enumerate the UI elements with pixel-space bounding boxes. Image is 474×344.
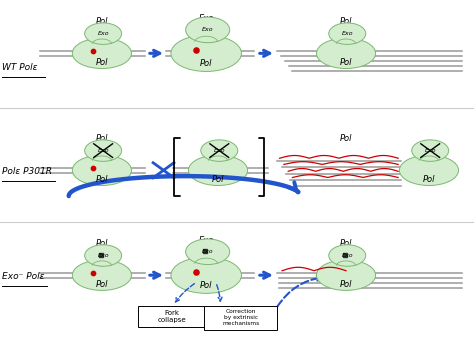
Ellipse shape <box>189 155 247 185</box>
Ellipse shape <box>171 35 241 72</box>
Text: Exo: Exo <box>202 249 213 254</box>
Text: WT Polε: WT Polε <box>2 63 38 72</box>
Text: Pol: Pol <box>96 134 108 143</box>
Text: Correction
by extrinsic
mechanisms: Correction by extrinsic mechanisms <box>222 309 259 326</box>
Text: Pol: Pol <box>340 17 352 26</box>
Ellipse shape <box>85 23 122 44</box>
Ellipse shape <box>85 140 122 161</box>
Text: Exo: Exo <box>199 236 214 245</box>
Ellipse shape <box>73 155 131 185</box>
Text: Pol: Pol <box>200 281 212 290</box>
Text: Exo: Exo <box>341 31 353 36</box>
Text: Exo: Exo <box>424 148 436 153</box>
Ellipse shape <box>400 155 458 185</box>
Text: Exo⁻ Polε: Exo⁻ Polε <box>2 272 45 281</box>
Ellipse shape <box>201 140 238 161</box>
Text: Exo: Exo <box>202 28 213 32</box>
Ellipse shape <box>412 140 449 161</box>
Text: Exo: Exo <box>213 148 225 153</box>
Text: Pol: Pol <box>340 239 352 248</box>
Text: Pol: Pol <box>340 280 352 289</box>
Ellipse shape <box>317 260 375 290</box>
Ellipse shape <box>317 38 375 68</box>
Ellipse shape <box>186 239 230 265</box>
Text: Pol: Pol <box>340 58 352 67</box>
Ellipse shape <box>73 38 131 68</box>
Text: Exo: Exo <box>97 253 109 258</box>
Text: Pol: Pol <box>212 175 224 184</box>
Text: Exo: Exo <box>97 31 109 36</box>
FancyBboxPatch shape <box>138 306 206 327</box>
Text: Exo: Exo <box>97 148 109 153</box>
Text: Pol: Pol <box>423 175 435 184</box>
Ellipse shape <box>171 257 241 293</box>
Ellipse shape <box>85 245 122 266</box>
Text: Pol: Pol <box>96 17 108 26</box>
Text: Exo: Exo <box>199 14 214 23</box>
FancyBboxPatch shape <box>204 306 277 330</box>
Ellipse shape <box>73 260 131 290</box>
Text: Pol: Pol <box>96 58 108 67</box>
Text: Pol: Pol <box>340 134 352 143</box>
Ellipse shape <box>329 23 366 44</box>
Text: Pol: Pol <box>96 239 108 248</box>
Text: Polε P301R: Polε P301R <box>2 168 52 176</box>
Text: Pol: Pol <box>200 60 212 68</box>
Text: Pol: Pol <box>96 175 108 184</box>
Ellipse shape <box>329 245 366 266</box>
Text: Exo: Exo <box>341 253 353 258</box>
Text: Pol: Pol <box>96 280 108 289</box>
Ellipse shape <box>186 17 230 43</box>
Text: Fork
collapse: Fork collapse <box>158 310 186 323</box>
